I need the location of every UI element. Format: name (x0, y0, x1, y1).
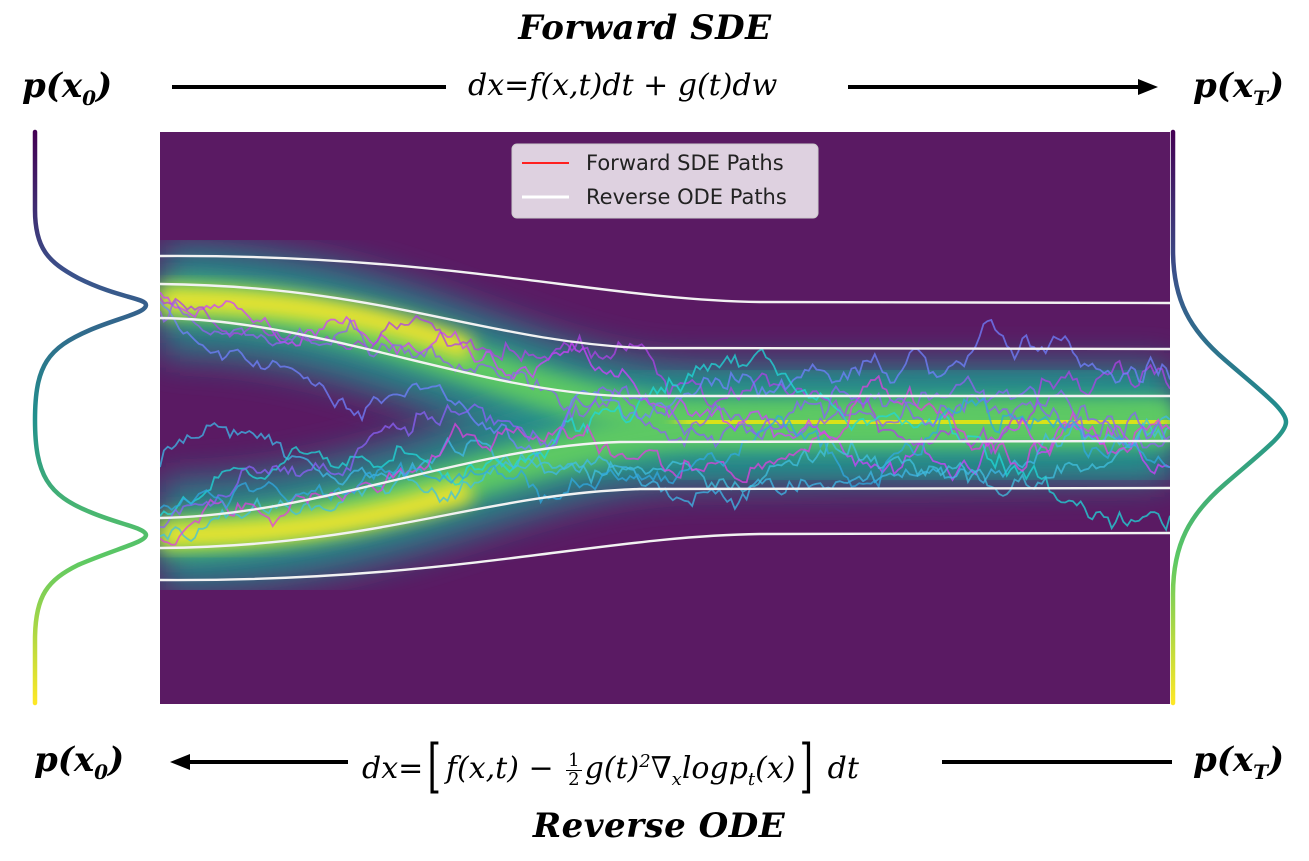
legend-reverse-label: Reverse ODE Paths (586, 185, 787, 209)
sde-path-6 (160, 347, 1170, 532)
sde-path-1 (160, 291, 1170, 482)
ode-path-4 (160, 439, 1170, 520)
forward-arrow (172, 79, 1158, 95)
right-distribution-curve (1170, 129, 1289, 706)
density-core-merged (679, 404, 1170, 440)
sde-path-9 (160, 384, 1170, 529)
left-distribution-curve (32, 129, 149, 706)
ode-path-3 (160, 316, 1170, 398)
forward-sde-title: Forward SDE (518, 8, 772, 48)
reverse-arrow (170, 754, 1172, 770)
legend-forward-label: Forward SDE Paths (586, 151, 784, 175)
forward-sde-equation: dx=f(x,t)dt + g(t)dw (468, 68, 778, 103)
ode-path-1 (160, 254, 1170, 305)
sde-path-3 (160, 299, 1170, 449)
ode-path-2 (160, 282, 1170, 351)
legend: Forward SDE Paths Reverse ODE Paths (511, 143, 819, 219)
legend-box (511, 143, 819, 219)
density-core-upper (160, 289, 475, 361)
ode-path-5 (160, 486, 1170, 550)
reverse-ode-equation: dx=[f(x,t) − 1 2 g(t)2∇xlogpt(x)] dt (362, 732, 859, 800)
ode-path-6 (160, 531, 1170, 582)
bottom-left-px0-label: p(x0) (34, 740, 125, 784)
reverse-ode-title: Reverse ODE (532, 806, 786, 846)
reverse-arrowhead-icon (170, 754, 190, 770)
sde-path-2 (160, 297, 1170, 456)
top-right-pxT-label: p(xT) (1193, 66, 1285, 110)
top-left-px0-label: p(x0) (22, 66, 113, 110)
reverse-ode-paths (160, 254, 1170, 582)
bottom-right-pxT-label: p(xT) (1193, 740, 1285, 784)
density-core-lower (160, 479, 474, 546)
forward-arrowhead-icon (1138, 79, 1158, 95)
sde-path-4 (160, 301, 1170, 458)
